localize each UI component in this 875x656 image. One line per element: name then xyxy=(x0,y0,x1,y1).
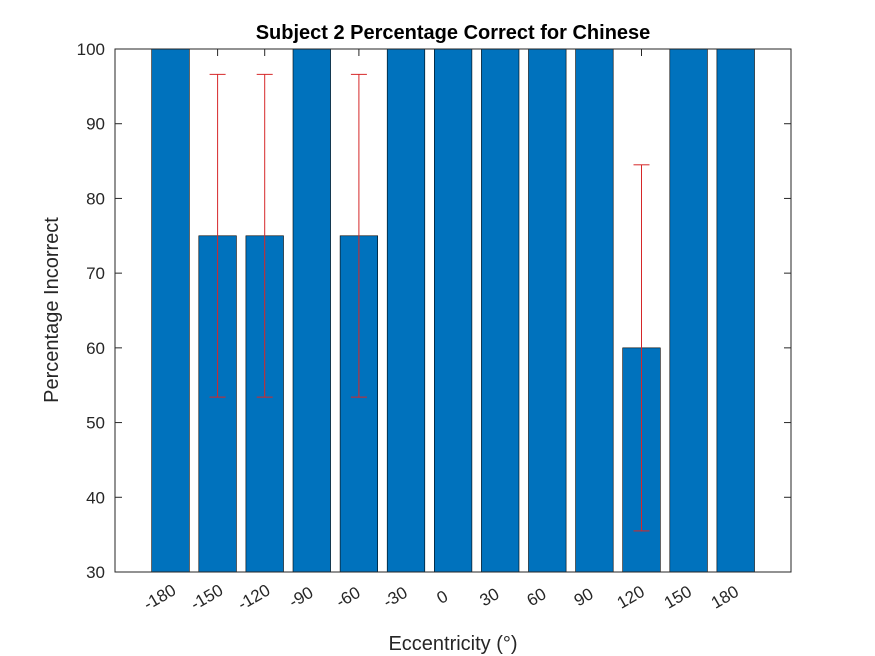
x-tick-label-120: 120 xyxy=(614,582,648,613)
bar-30 xyxy=(481,48,520,573)
x-tick-label-60: 60 xyxy=(524,584,550,610)
y-tick-label-80: 80 xyxy=(86,189,105,208)
x-tick-label-150: 150 xyxy=(661,582,695,613)
bar-150 xyxy=(669,48,708,573)
x-tick-label--90: -90 xyxy=(286,583,317,612)
x-tick-label--120: -120 xyxy=(234,581,273,614)
x-tick-label--30: -30 xyxy=(380,583,411,612)
bar-0 xyxy=(433,48,473,573)
y-axis-label: Percentage Incorrect xyxy=(41,217,63,403)
bar--30 xyxy=(386,48,426,573)
bar-90 xyxy=(575,48,614,573)
y-tick-label-30: 30 xyxy=(86,563,105,582)
error-bars-group xyxy=(209,73,650,532)
x-tick-label-30: 30 xyxy=(477,584,503,610)
x-axis-label: Eccentricity (°) xyxy=(388,633,517,655)
y-tick-label-100: 100 xyxy=(77,40,105,59)
y-tick-label-90: 90 xyxy=(86,115,105,134)
x-tick-label--60: -60 xyxy=(333,583,364,612)
x-tick-label--180: -180 xyxy=(140,581,179,614)
x-tick-label--150: -150 xyxy=(187,581,226,614)
x-tick-label-180: 180 xyxy=(708,582,742,613)
x-tick-label-0: 0 xyxy=(433,587,451,608)
bar-180 xyxy=(716,48,755,573)
chart-title: Subject 2 Percentage Correct for Chinese xyxy=(256,22,651,44)
y-tick-label-70: 70 xyxy=(86,264,105,283)
x-tick-label-90: 90 xyxy=(571,584,597,610)
axes-frame xyxy=(114,48,792,573)
bar-60 xyxy=(528,48,567,573)
y-tick-label-40: 40 xyxy=(86,488,105,507)
y-tick-label-50: 50 xyxy=(86,414,105,433)
bar--90 xyxy=(292,48,331,573)
y-tick-label-60: 60 xyxy=(86,339,105,358)
bar--180 xyxy=(151,48,190,573)
